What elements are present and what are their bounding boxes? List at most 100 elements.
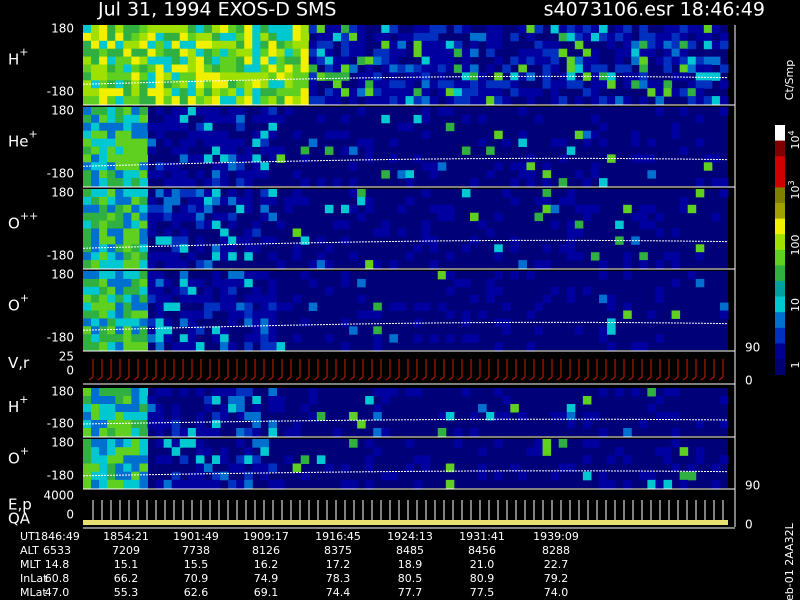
spectrogram-cell — [195, 479, 205, 489]
trace-line — [82, 321, 729, 331]
spectrogram-cell — [123, 56, 132, 65]
spectrogram-cell — [534, 48, 544, 58]
spectrogram-cell — [494, 32, 503, 42]
spectrogram-cell — [260, 162, 269, 171]
spectrogram-cell — [187, 334, 197, 343]
axis-top: 180 — [51, 22, 74, 36]
spectrogram-cell — [260, 114, 269, 124]
spectrogram-cell — [123, 236, 132, 245]
spectrogram-cell — [244, 471, 253, 481]
sweep-mark — [538, 359, 544, 381]
spectrogram-cell — [195, 25, 205, 34]
spectrogram-cell — [558, 48, 568, 58]
spectrogram-cell — [373, 80, 382, 89]
spectrogram-cell — [252, 162, 261, 171]
spectrogram-cell — [332, 64, 342, 73]
spectrogram-cell — [615, 32, 624, 42]
spectrogram-cell — [397, 302, 406, 311]
spectrogram-cell — [220, 447, 229, 456]
cell: 79.2 — [544, 572, 569, 585]
spectrogram-cell — [187, 56, 197, 65]
spectrogram-cell — [115, 294, 124, 304]
sweep-mark — [295, 359, 301, 381]
spectrogram-cell — [276, 154, 286, 163]
spectrogram-cell — [171, 178, 181, 187]
spectrogram-cell — [389, 88, 398, 97]
spectrogram-cell — [357, 294, 366, 304]
spectrogram-cell — [155, 294, 165, 304]
spectrogram-cell — [203, 122, 213, 132]
spectrogram-cell — [623, 428, 632, 437]
spectrogram-cell — [131, 146, 140, 155]
spectrogram-cell — [212, 170, 221, 179]
sweep-mark — [574, 359, 580, 381]
colorbar-label: 100 — [789, 235, 800, 256]
spectrogram-cell — [131, 40, 140, 50]
spectrogram-cell — [139, 286, 148, 296]
spectrogram-cell — [244, 236, 253, 245]
spectrogram-cell — [163, 138, 173, 147]
spectrogram-cell — [308, 40, 318, 50]
spectrogram-cell — [155, 302, 165, 311]
spectrogram-cell — [99, 146, 108, 155]
spectrogram-cell — [187, 326, 197, 335]
spectrogram-cell — [187, 196, 197, 206]
spectrogram-cell — [486, 278, 495, 288]
spectrogram-cell — [155, 64, 165, 73]
spectrogram-cell — [203, 107, 213, 116]
spectrogram-cell — [268, 189, 277, 198]
spectrogram-cell — [244, 64, 253, 73]
spectrogram-cell — [389, 154, 398, 163]
spectrogram-cell — [437, 64, 447, 73]
spectrogram-cell — [228, 154, 237, 163]
spectrogram-cell — [252, 170, 261, 179]
spectrogram-cell — [187, 178, 197, 187]
spectrogram-cell — [574, 204, 584, 214]
spectrogram-cell — [623, 260, 632, 269]
spectrogram-cell — [405, 178, 415, 187]
spectrogram-cell — [478, 447, 487, 456]
spectrogram-cell — [631, 342, 640, 351]
spectrogram-cell — [236, 439, 245, 448]
spectrogram-cell — [187, 80, 197, 89]
spectrogram-cell — [147, 286, 157, 296]
spectrogram-cell — [526, 310, 535, 319]
spectrogram-cell — [639, 32, 648, 42]
spectrogram-cell — [147, 318, 157, 327]
trace-line — [82, 75, 729, 85]
spectrogram-cell — [518, 412, 527, 421]
spectrogram-cell — [719, 310, 729, 319]
spectrogram-cell — [115, 404, 124, 413]
spectrogram-cell — [260, 72, 269, 81]
spectrogram-cell — [123, 204, 132, 214]
spectrogram-cell — [163, 64, 173, 73]
spectrogram-cell — [115, 196, 124, 206]
spectrogram-cell — [139, 130, 148, 140]
spectrogram-cell — [510, 72, 519, 81]
spectrogram-cell — [292, 64, 302, 73]
spectrogram-cell — [566, 420, 576, 429]
spectrogram-cell — [405, 32, 415, 42]
spectrogram-cell — [663, 64, 673, 73]
spectrogram-cell — [139, 278, 148, 288]
spectrogram-cell — [115, 439, 124, 448]
spectrogram-cell — [607, 302, 616, 311]
spectrogram-cell — [91, 244, 100, 253]
spectrogram-cell — [470, 48, 479, 58]
spectrogram-cell — [163, 260, 173, 269]
spectrogram-cell — [663, 252, 673, 261]
spectrogram-cell — [679, 107, 689, 116]
spectrogram-cell — [300, 404, 310, 413]
spectrogram-cell — [107, 220, 116, 229]
spectrogram-cell — [163, 80, 173, 89]
sweep-mark — [250, 359, 256, 381]
spectrogram-cell — [220, 88, 229, 97]
spectrogram-cell — [695, 455, 705, 464]
spectrogram-cell — [268, 96, 277, 105]
spectrogram-cell — [486, 294, 495, 304]
spectrogram-cell — [542, 40, 552, 50]
colorbar-cell — [775, 234, 785, 251]
spectrogram-cell — [655, 447, 664, 456]
spectrogram-cell — [203, 154, 213, 163]
exponent: 4 — [787, 130, 796, 135]
